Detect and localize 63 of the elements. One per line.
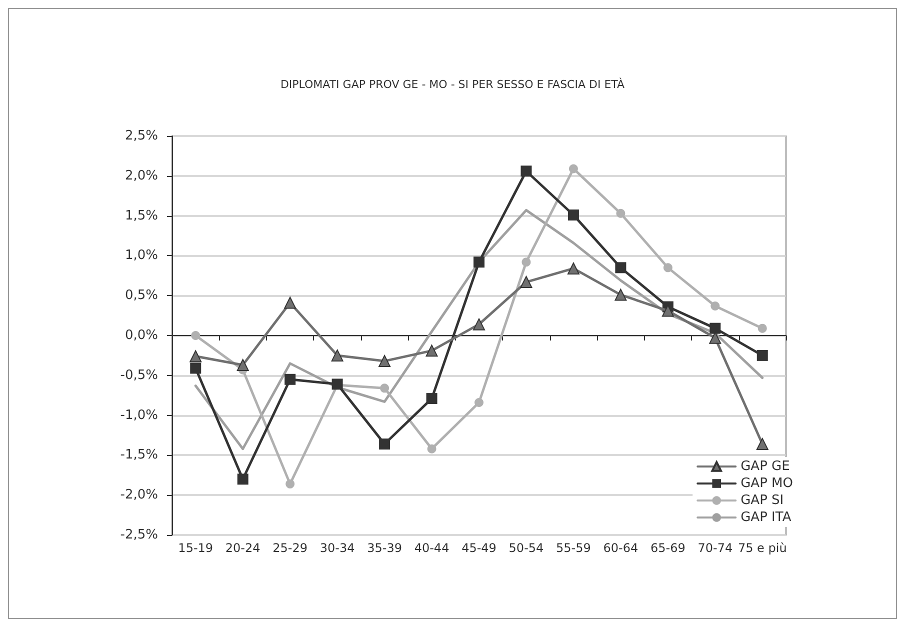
x-tick-label: 25-29	[272, 541, 308, 555]
y-tick-label: -2,5%	[120, 528, 158, 542]
point	[520, 166, 532, 177]
point	[663, 263, 672, 272]
point	[615, 262, 626, 274]
point	[427, 444, 436, 454]
x-tick-label: 65-69	[650, 541, 686, 555]
y-tick-label: 0,0%	[124, 328, 158, 343]
point	[191, 331, 200, 340]
x-tick-label: 30-34	[320, 541, 355, 555]
x-tick-label: 35-39	[367, 541, 402, 555]
point	[758, 324, 767, 333]
point	[710, 322, 721, 334]
point	[284, 296, 296, 309]
x-tick-label: 20-24	[225, 541, 260, 555]
chart-title: DIPLOMATI GAP PROV GE - MO - SI PER SESSO E FASCIA DI ETÀ	[280, 77, 626, 91]
point	[237, 474, 248, 485]
point	[568, 164, 578, 174]
point	[190, 350, 202, 362]
x-tick-label: 70-74	[698, 541, 733, 555]
point	[474, 256, 484, 268]
y-tick-label: -1,5%	[120, 448, 158, 463]
point	[567, 262, 580, 274]
y-tick-label: -0,5%	[120, 368, 158, 383]
y-tick-label: 1,0%	[124, 248, 158, 264]
point	[426, 393, 438, 404]
point	[284, 374, 296, 385]
y-tick-label: -2,0%	[120, 488, 158, 503]
point	[236, 359, 249, 372]
point	[616, 208, 626, 218]
point	[426, 344, 438, 357]
point	[380, 384, 390, 393]
line-series	[194, 208, 764, 450]
y-tick-label: 1,5%	[124, 208, 158, 224]
point	[520, 276, 532, 288]
point	[473, 318, 485, 330]
point	[378, 355, 391, 368]
point	[710, 301, 720, 310]
x-tick-label: 75 e più	[738, 541, 787, 555]
x-tick-label: 15-19	[178, 541, 214, 555]
point	[190, 362, 202, 374]
point	[614, 288, 627, 301]
point	[286, 479, 295, 488]
point	[522, 258, 531, 267]
x-tick-label: 55-59	[556, 541, 591, 555]
y-tick-label: 2,5%	[124, 128, 158, 144]
y-tick-label: 0,5%	[124, 288, 158, 304]
point	[331, 349, 344, 362]
x-tick-label: 45-49	[462, 541, 496, 555]
point	[568, 210, 579, 220]
legend-label: GAP SI	[740, 493, 784, 508]
legend-label: GAP MO	[740, 476, 794, 491]
y-tick-label: -1,0%	[120, 408, 158, 423]
point	[756, 350, 768, 361]
point	[474, 398, 484, 408]
y-tick-label: 2,0%	[124, 168, 158, 184]
x-tick-label: 40-44	[414, 541, 450, 555]
legend-label: GAP ITA	[740, 510, 792, 525]
point	[379, 438, 390, 450]
point	[756, 438, 768, 450]
x-tick-label: 50-54	[508, 541, 544, 555]
x-tick-label: 60-64	[603, 541, 638, 555]
legend-label: GAP GE	[740, 459, 790, 474]
